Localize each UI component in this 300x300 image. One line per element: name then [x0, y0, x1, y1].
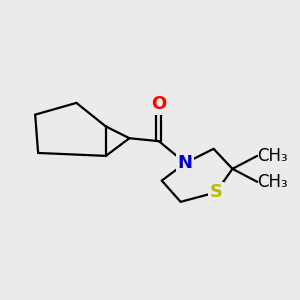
- Text: N: N: [178, 154, 193, 172]
- Text: CH₃: CH₃: [257, 147, 288, 165]
- Text: S: S: [209, 183, 223, 201]
- Text: O: O: [151, 95, 166, 113]
- Text: CH₃: CH₃: [257, 173, 288, 191]
